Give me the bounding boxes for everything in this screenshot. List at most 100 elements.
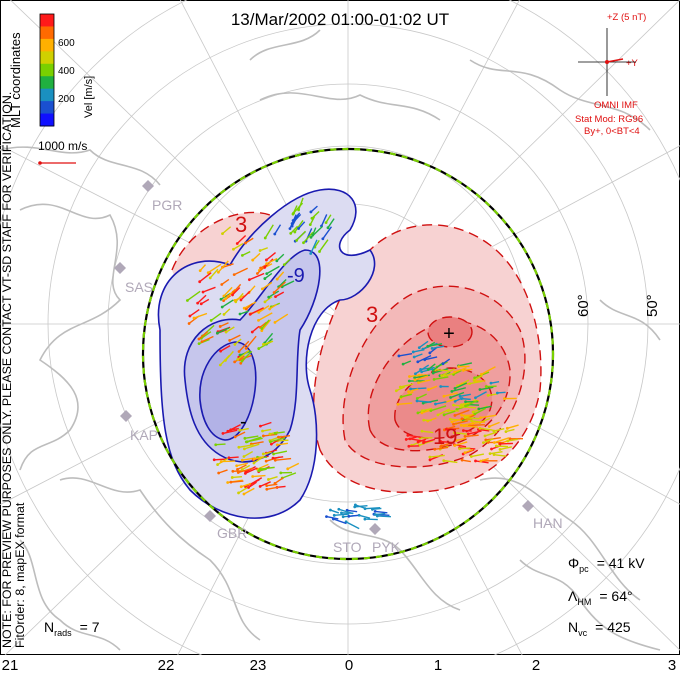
velocity-vector [461, 414, 471, 417]
velocity-vector-origin [272, 452, 275, 456]
radar-site-sto: STO [333, 523, 381, 555]
svg-text:HAN: HAN [533, 515, 563, 531]
velocity-vector [413, 348, 425, 353]
mlt-tick-1: 1 [434, 657, 442, 674]
velocity-vector-origin [492, 441, 496, 444]
velocity-vector [274, 224, 282, 235]
velocity-vector-origin [495, 391, 499, 395]
velocity-vector-origin [226, 481, 230, 484]
velocity-vector [459, 393, 471, 398]
velocity-vector-origin [251, 258, 255, 262]
velocity-vector [263, 340, 274, 346]
velocity-vector [198, 338, 210, 345]
velocity-vector [493, 453, 507, 457]
velocity-vector-origin [244, 440, 248, 444]
colorbar-swatch [40, 51, 54, 65]
velocity-vector [422, 407, 433, 412]
velocity-vector [432, 345, 445, 350]
contour-labels: 3 3 19 [235, 212, 457, 449]
velocity-vector [372, 507, 382, 511]
velocity-vector [242, 251, 251, 256]
velocity-vector [377, 515, 391, 518]
velocity-vector [481, 366, 496, 375]
velocity-vector-origin [198, 280, 202, 284]
velocity-vector-origin [295, 238, 299, 242]
velocity-vector-origin [397, 354, 401, 358]
velocity-vector-origin [505, 426, 509, 430]
velocity-vector-origin [448, 417, 452, 421]
velocity-vector-origin [267, 295, 271, 299]
velocity-vector-origin [221, 432, 225, 435]
velocity-vector-origin [413, 376, 417, 380]
velocity-vector [189, 309, 200, 317]
velocity-vector-origin [289, 232, 293, 235]
radar-site-gbr: GBR [204, 510, 247, 541]
velocity-vector-origin [220, 283, 224, 286]
velocity-vector-origin [237, 491, 240, 495]
velocity-vector [245, 335, 257, 349]
velocity-vector-origin [244, 241, 247, 245]
velocity-vector-origin [237, 350, 241, 353]
velocity-colorbar [39, 13, 55, 127]
velocity-vector-origin [468, 382, 472, 386]
velocity-vector [266, 486, 280, 490]
velocity-vector-origin [235, 242, 239, 245]
velocity-vector-origin [187, 322, 191, 325]
velocity-vector-origin [275, 443, 279, 447]
velocity-vector [478, 428, 490, 432]
velocity-vector [410, 387, 427, 390]
velocity-vector [251, 441, 264, 445]
velocity-vector [496, 445, 509, 448]
velocity-vector [475, 391, 487, 399]
velocity-vector-origin [428, 351, 432, 355]
velocity-vector [264, 224, 274, 239]
velocity-vector-origin [219, 460, 223, 463]
velocity-vector [262, 428, 272, 432]
velocity-vector-origin [444, 427, 448, 431]
velocity-vector [243, 450, 254, 458]
velocity-vector [270, 437, 286, 443]
velocity-vector [429, 454, 445, 458]
mlt-axis: 21 22 23 0 1 2 3 [2, 657, 677, 674]
velocity-vector [249, 307, 264, 315]
velocity-vector-origin [236, 467, 239, 471]
velocity-vector [463, 425, 478, 428]
velocity-vector [459, 447, 471, 450]
mlt-tick-0: 0 [345, 657, 353, 674]
velocity-vector [215, 443, 226, 446]
svg-text:200: 200 [58, 94, 75, 105]
velocity-vector [493, 427, 505, 432]
velocity-vector [407, 434, 421, 439]
velocity-vector-origin [458, 447, 462, 451]
velocity-vector-origin [269, 442, 273, 446]
velocity-vector [228, 456, 239, 459]
velocity-vector [480, 414, 497, 419]
velocity-vector-origin [263, 277, 267, 280]
velocity-vector [453, 369, 462, 376]
velocity-vector [238, 340, 250, 352]
velocity-vector-origin [461, 429, 465, 432]
svg-text:KAP: KAP [130, 427, 158, 443]
velocity-vector-origin [407, 390, 410, 394]
velocity-vector [243, 487, 255, 495]
velocity-vector-origin [218, 363, 222, 367]
velocity-vector-origin [201, 290, 205, 294]
velocity-vector [219, 354, 231, 366]
velocity-vector-origin [450, 389, 454, 393]
velocity-vector-origin [417, 381, 420, 385]
velocity-vector-origin [324, 221, 328, 225]
velocity-vector [432, 368, 449, 374]
velocity-vector-origin [363, 517, 367, 521]
velocity-vector [264, 272, 273, 280]
velocity-vector-origin [263, 300, 267, 304]
velocity-vector-origin [228, 339, 232, 342]
velocity-vector [222, 429, 238, 435]
velocity-vector-origin [373, 510, 377, 513]
velocity-vector-origin [309, 252, 313, 255]
velocity-vector [318, 239, 329, 252]
velocity-vector [237, 464, 247, 470]
velocity-vector [461, 397, 471, 401]
velocity-vector-origin [242, 447, 246, 451]
velocity-vector-origin [265, 262, 269, 266]
velocity-vector [276, 271, 285, 280]
